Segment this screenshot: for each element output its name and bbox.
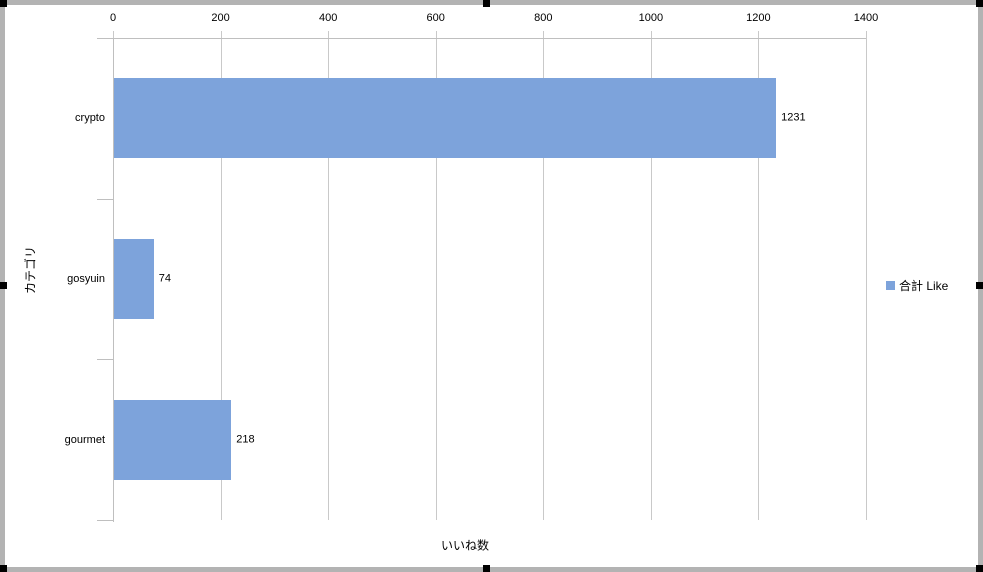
category-label-gosyuin: gosyuin	[67, 273, 105, 285]
category-axis-tick	[97, 38, 113, 39]
category-axis-tick	[97, 520, 113, 521]
value-axis-line	[97, 38, 866, 39]
legend-swatch-icon	[886, 281, 895, 290]
category-label-crypto: crypto	[75, 112, 105, 125]
selection-handle-bottom-center[interactable]	[483, 565, 490, 572]
gridline	[866, 31, 867, 520]
legend[interactable]: 合計 Like	[886, 277, 948, 294]
bar-value-label: 218	[236, 433, 255, 446]
gridline	[328, 31, 330, 520]
x-axis-tick-label: 1000	[638, 12, 664, 24]
selection-handle-top-right[interactable]	[976, 0, 983, 7]
x-axis-tick-label: 1200	[746, 12, 771, 24]
selection-handle-top-left[interactable]	[0, 0, 7, 7]
category-axis-tick	[97, 359, 113, 361]
selection-handle-top-center[interactable]	[483, 0, 490, 7]
category-axis-tick	[97, 198, 113, 200]
legend-label: 合計 Like	[899, 279, 949, 293]
x-axis-tick-label: 800	[534, 12, 553, 24]
category-axis-line	[113, 38, 114, 522]
selection-handle-bottom-right[interactable]	[976, 565, 983, 572]
gridline	[758, 31, 760, 520]
selection-handle-bottom-left[interactable]	[0, 565, 7, 572]
x-axis-tick-label: 600	[426, 12, 445, 24]
gridline	[435, 31, 437, 520]
selection-handle-mid-right[interactable]	[976, 282, 983, 289]
gridline	[543, 31, 545, 520]
bar-value-label: 1231	[781, 111, 806, 124]
gridline	[220, 31, 222, 520]
category-label-gourmet: gourmet	[64, 433, 105, 446]
x-axis-tick-label: 400	[318, 12, 338, 24]
x-axis-tick-label: 0	[109, 12, 117, 24]
x-axis-title: いいね数	[440, 538, 490, 553]
bar-value-label: 74	[158, 272, 172, 285]
gridline	[650, 31, 652, 520]
selection-handle-mid-left[interactable]	[0, 282, 7, 289]
bar-gosyuin[interactable]	[114, 239, 154, 319]
bar-crypto[interactable]	[114, 78, 777, 159]
x-axis-tick-label: 1400	[853, 12, 879, 24]
y-axis-title: カテゴリ	[23, 245, 38, 295]
bar-gourmet[interactable]	[114, 399, 232, 480]
x-axis-tick-label: 200	[211, 12, 230, 24]
